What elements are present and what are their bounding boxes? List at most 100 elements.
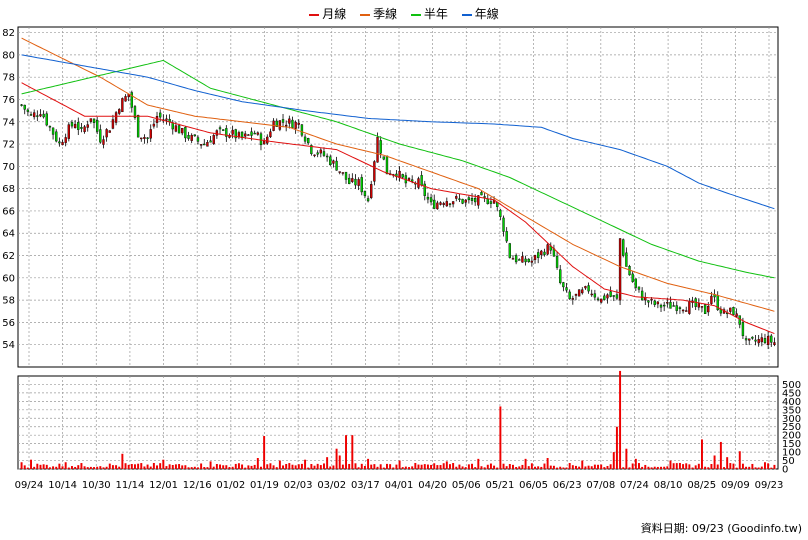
candle-body [357,179,360,186]
volume-bar [77,465,80,469]
volume-bar [392,467,395,469]
date-tick-label: 08/10 [654,480,683,491]
candle-body [448,203,452,205]
volume-bar [165,466,168,469]
candle-body [631,273,634,282]
candle-body [61,141,64,146]
candle-body [341,172,345,174]
volume-bar [455,466,458,469]
volume-bar [672,463,675,469]
volume-tick-label: 300 [782,414,801,425]
grid-lines [18,27,778,470]
volume-bar [634,458,637,469]
volume-bar [395,464,398,469]
volume-bar [111,465,114,469]
candle-body [133,106,137,118]
candle-body [442,203,445,206]
legend-swatch-monthly [309,13,320,16]
candle-body [521,256,524,263]
volume-bar [508,464,511,469]
legend-swatch-yearly [461,13,472,16]
volume-bar [263,436,266,469]
candle-body [48,125,52,128]
date-tick-label: 10/30 [82,480,111,491]
candle-body [256,132,260,135]
volume-bar [669,460,672,469]
candle-body [678,307,682,310]
volume-bar [609,464,612,469]
candle-body [508,243,512,258]
candle-body [732,307,735,315]
candle-body [738,315,741,325]
volume-bar [505,466,508,469]
volume-bar [108,463,111,469]
candle-body [612,295,615,297]
volume-bar [650,467,653,469]
candle-body [67,124,71,139]
volume-bar [360,463,363,469]
volume-bar [760,466,763,469]
volume-bar [612,452,615,469]
candle-body [669,301,672,309]
candle-body [511,258,515,260]
volume-bar [433,463,436,469]
volume-bar [307,467,310,469]
volume-bar [622,467,625,469]
volume-bar [219,464,222,469]
candle-body [73,123,77,129]
date-tick-label: 12/16 [183,480,212,491]
candle-body [640,290,644,301]
candle-body [36,115,39,117]
date-tick-label: 10/14 [48,480,77,491]
volume-bar [445,461,448,469]
candle-body [181,128,184,134]
candle-body [433,199,436,209]
candle-body [577,289,581,297]
candle-body [193,134,197,137]
candle-body [58,141,61,144]
candle-body [609,291,612,297]
volume-bar [310,463,313,469]
volume-bar [55,466,58,469]
volume-bar [89,466,92,469]
candle-body [155,116,159,123]
volume-bar [341,464,344,469]
volume-bar [675,463,678,469]
volume-bar [159,463,162,469]
candle-body [325,155,329,158]
candle-body [234,129,237,139]
candle-body [209,140,212,143]
volume-bar [237,463,240,469]
volume-bar [133,464,136,469]
date-tick-label: 05/21 [485,480,514,491]
volume-bar [723,467,726,469]
candle-body [486,198,489,205]
candle-body [543,251,546,255]
volume-bar [499,406,502,469]
candle-body [196,137,200,142]
candle-body [55,131,58,142]
volume-bar [272,465,275,469]
volume-bar [726,457,729,469]
candle-body [354,178,357,186]
candle-body [303,136,307,142]
candle-body [536,252,540,258]
volume-bar [647,466,650,469]
volume-bar [33,466,36,469]
candle-body [313,154,316,157]
candle-body [666,301,669,304]
volume-bar [121,453,124,469]
candle-body [344,171,348,180]
candle-body [735,313,738,317]
price-tick-label: 66 [2,206,15,217]
candle-body [514,255,518,263]
volume-bar [537,466,540,469]
price-tick-label: 80 [2,50,15,61]
volume-bar [584,466,587,469]
volume-bar [489,463,492,469]
candle-body [149,129,152,139]
volume-bar [379,464,382,469]
volume-bar [694,465,697,469]
candle-body [118,109,121,114]
volume-bar [597,464,600,469]
